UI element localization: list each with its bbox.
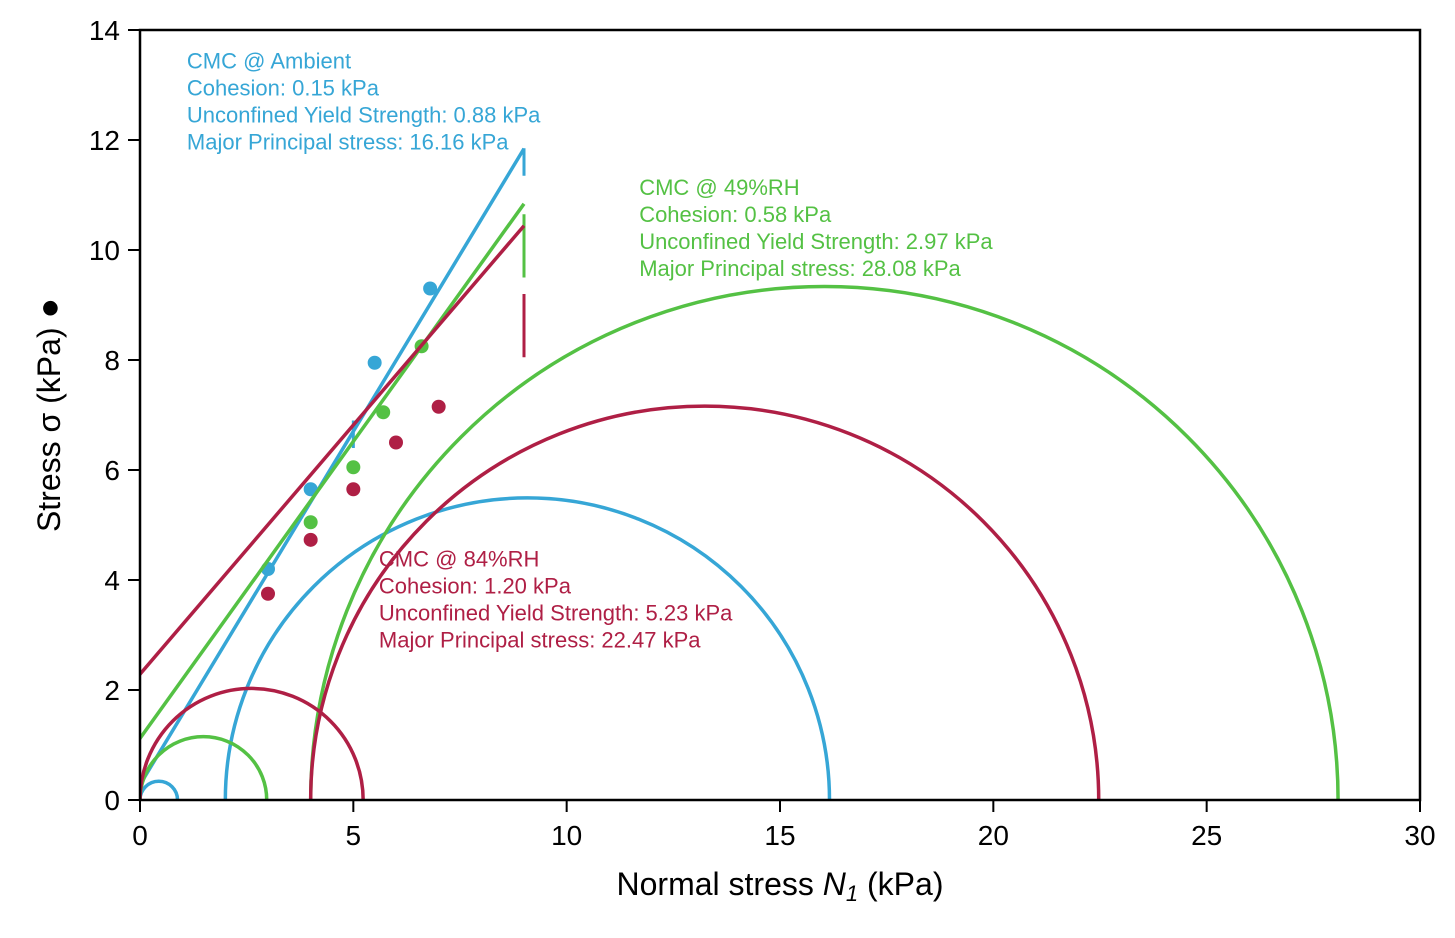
data-point-ambient — [368, 356, 382, 370]
annotation-rh49: CMC @ 49%RHCohesion: 0.58 kPaUnconfined … — [639, 175, 993, 281]
annotation-line-rh49-0: CMC @ 49%RH — [639, 175, 799, 200]
x-tick-label: 15 — [764, 820, 795, 851]
annotation-line-rh49-2: Unconfined Yield Strength: 2.97 kPa — [639, 229, 993, 254]
annotation-line-rh49-3: Major Principal stress: 28.08 kPa — [639, 256, 961, 281]
y-tick-label: 8 — [104, 345, 120, 376]
annotation-rh84: CMC @ 84%RHCohesion: 1.20 kPaUnconfined … — [379, 546, 733, 652]
annotation-line-ambient-0: CMC @ Ambient — [187, 49, 351, 74]
annotation-line-rh84-2: Unconfined Yield Strength: 5.23 kPa — [379, 600, 733, 625]
annotation-line-ambient-3: Major Principal stress: 16.16 kPa — [187, 130, 509, 155]
x-tick-label: 20 — [978, 820, 1009, 851]
y-tick-label: 6 — [104, 455, 120, 486]
yield-line-rh84 — [89, 226, 524, 734]
y-tick-label: 2 — [104, 675, 120, 706]
x-tick-label: 5 — [346, 820, 362, 851]
y-tick-label: 10 — [89, 235, 120, 266]
yield-line-rh49 — [119, 204, 524, 768]
data-point-rh84 — [389, 436, 403, 450]
data-point-rh49 — [304, 515, 318, 529]
annotation-ambient: CMC @ AmbientCohesion: 0.15 kPaUnconfine… — [187, 49, 541, 155]
annotation-line-rh84-3: Major Principal stress: 22.47 kPa — [379, 627, 701, 652]
y-axis-label-group: Stress σ (kPa) ● — [30, 298, 68, 532]
x-tick-label: 10 — [551, 820, 582, 851]
annotation-line-rh84-1: Cohesion: 1.20 kPa — [379, 573, 572, 598]
mohr-large-rh49 — [311, 286, 1338, 800]
data-point-rh84 — [432, 400, 446, 414]
x-tick-label: 30 — [1404, 820, 1435, 851]
y-axis-label: Stress σ (kPa) ● — [30, 298, 68, 532]
annotation-line-rh84-0: CMC @ 84%RH — [379, 546, 539, 571]
mohr-small-rh49 — [140, 737, 267, 800]
mohr-small-ambient — [140, 781, 178, 800]
yield-line-ambient — [136, 149, 524, 792]
x-tick-label: 25 — [1191, 820, 1222, 851]
data-point-rh84 — [304, 533, 318, 547]
annotation-line-ambient-1: Cohesion: 0.15 kPa — [187, 76, 380, 101]
y-tick-label: 12 — [89, 125, 120, 156]
y-tick-label: 0 — [104, 785, 120, 816]
data-point-ambient — [423, 282, 437, 296]
mohr-chart: 0 5 10 15 20 25 30 0 2 4 6 8 10 12 14 Normal stress N1 … — [20, 20, 1435, 918]
data-point-rh84 — [261, 587, 275, 601]
chart-svg: 0 5 10 15 20 25 30 0 2 4 6 8 10 12 14 Normal stress N1 … — [20, 20, 1435, 918]
annotation-line-ambient-2: Unconfined Yield Strength: 0.88 kPa — [187, 103, 541, 128]
y-tick-label: 4 — [104, 565, 120, 596]
x-axis-label: Normal stress N1 (kPa) — [617, 866, 944, 906]
annotation-line-rh49-1: Cohesion: 0.58 kPa — [639, 202, 832, 227]
data-point-rh49 — [376, 405, 390, 419]
data-point-rh84 — [346, 482, 360, 496]
data-point-rh49 — [346, 460, 360, 474]
x-tick-label: 0 — [132, 820, 148, 851]
y-tick-label: 14 — [89, 20, 120, 46]
